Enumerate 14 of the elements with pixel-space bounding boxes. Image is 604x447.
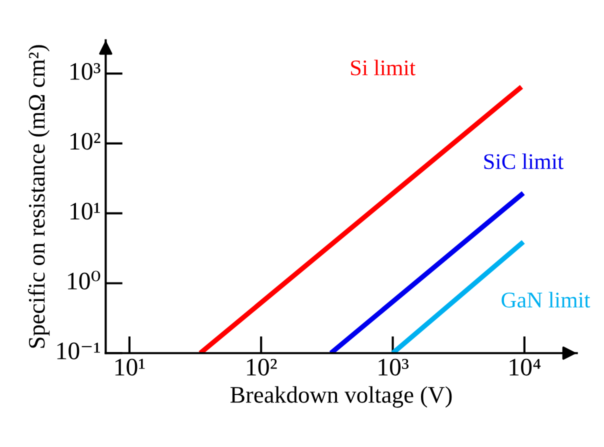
- series-label: SiC limit: [484, 153, 564, 170]
- y-tick-label: 10⁰: [68, 270, 100, 290]
- y-tick-label: 10¹: [70, 202, 100, 220]
- x-tick-label: 10¹: [115, 358, 145, 376]
- y-axis-title: Specific on resistance (mΩ cm²): [28, 45, 50, 348]
- x-axis-title: Breakdown voltage (V): [230, 386, 452, 408]
- x-tick-label: 10⁴: [510, 358, 541, 376]
- x-tick-label: 10²: [247, 358, 277, 376]
- x-tick-label: 10³: [378, 358, 409, 376]
- series-label: GaN limit: [502, 292, 590, 308]
- y-tick-label: 10⁻¹: [57, 342, 100, 360]
- y-tick-label: 10²: [70, 132, 100, 150]
- text: Si limit: [351, 60, 416, 76]
- y-tick-label: 10³: [70, 62, 100, 80]
